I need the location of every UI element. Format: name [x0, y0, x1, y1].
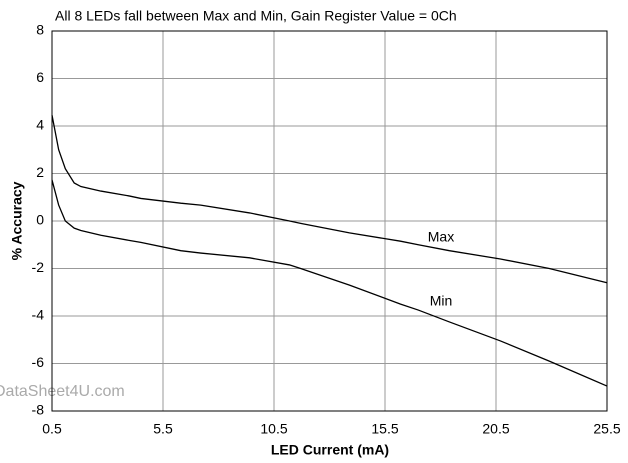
data-line [51, 114, 608, 284]
y-tick-label: 4 [36, 117, 44, 133]
y-tick-label: -8 [32, 402, 45, 418]
y-tick-label: 0 [36, 212, 44, 228]
x-tick-label: 15.5 [371, 421, 398, 437]
chart-title: All 8 LEDs fall between Max and Min, Gai… [55, 8, 457, 24]
x-axis-label: LED Current (mA) [271, 442, 389, 458]
y-tick-label: 8 [36, 22, 44, 38]
y-tick-label: 6 [36, 69, 44, 85]
y-axis-label: % Accuracy [9, 181, 25, 260]
x-tick-label: 0.5 [42, 421, 62, 437]
y-tick-label: -4 [32, 307, 45, 323]
y-tick-label: 2 [36, 164, 44, 180]
x-tick-label: 10.5 [260, 421, 287, 437]
x-tick-label: 20.5 [482, 421, 509, 437]
plot-frame [51, 30, 608, 412]
watermark: DataSheet4U.com [0, 383, 125, 400]
series-label: Min [430, 293, 453, 309]
series-label: Max [428, 229, 454, 245]
x-tick-label: 5.5 [153, 421, 173, 437]
data-line [51, 179, 608, 387]
x-tick-label: 25.5 [593, 421, 620, 437]
y-tick-label: -6 [32, 354, 45, 370]
y-tick-label: -2 [32, 259, 45, 275]
